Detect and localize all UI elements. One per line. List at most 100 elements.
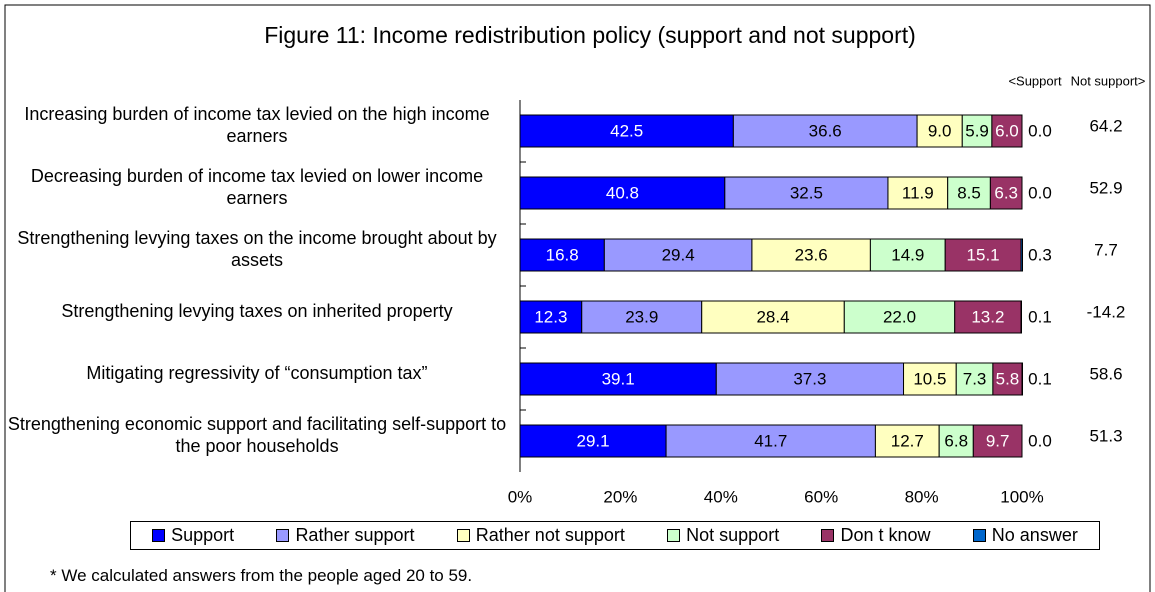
category-label: Decreasing burden of income tax levied o… <box>30 166 484 208</box>
value-label: 11.9 <box>902 183 934 202</box>
legend-label: Not support <box>686 525 780 545</box>
difference-value: 58.6 <box>1089 364 1122 383</box>
bar-segment <box>903 362 957 396</box>
value-label: 6.3 <box>994 183 1018 202</box>
category-label: Increasing burden of income tax levied o… <box>24 104 490 146</box>
value-label: 7.3 <box>963 369 987 388</box>
value-label: 6.0 <box>995 121 1019 140</box>
value-label: 6.8 <box>944 431 968 450</box>
value-label: 10.5 <box>913 369 946 388</box>
value-label: 37.3 <box>793 369 826 388</box>
difference-value: 52.9 <box>1089 178 1122 197</box>
value-label: 29.1 <box>576 431 609 450</box>
value-label: 22.0 <box>883 307 916 326</box>
bar-segment <box>869 238 946 272</box>
legend-label: No answer <box>991 525 1078 545</box>
x-tick-label: 60% <box>804 487 838 506</box>
value-label: 32.5 <box>790 183 823 202</box>
difference-value: 64.2 <box>1089 116 1122 135</box>
difference-header: <Support <box>1008 73 1062 88</box>
value-label: 9.0 <box>928 121 952 140</box>
value-label: 0.0 <box>1028 183 1052 202</box>
difference-value: 7.7 <box>1094 240 1118 259</box>
legend-item: Don t know <box>821 525 931 546</box>
category-label: Strengthening levying taxes on inherited… <box>61 301 453 321</box>
legend-swatch <box>152 529 166 542</box>
legend-label: Rather support <box>295 525 415 545</box>
value-label: 36.6 <box>809 121 842 140</box>
bar-segment <box>955 362 994 396</box>
bar-segment <box>1021 362 1024 396</box>
bar-segment <box>519 114 734 148</box>
value-label: 5.9 <box>965 121 989 140</box>
legend-swatch <box>667 529 681 542</box>
value-label: 8.5 <box>957 183 981 202</box>
value-label: 9.7 <box>986 431 1010 450</box>
value-label: 0.3 <box>1028 245 1052 264</box>
bar-segment <box>519 362 717 396</box>
difference-value: -14.2 <box>1087 302 1126 321</box>
bar-segment <box>961 114 993 148</box>
x-tick-label: 0% <box>508 487 533 506</box>
value-label: 41.7 <box>754 431 787 450</box>
value-label: 14.9 <box>891 245 924 264</box>
bar-segment <box>519 176 726 210</box>
legend-label: Don t know <box>840 525 931 545</box>
legend-item: Rather not support <box>456 525 625 546</box>
x-tick-label: 100% <box>1000 487 1043 506</box>
bar-segment <box>1020 300 1022 334</box>
chart-title: Figure 11: Income redistribution policy … <box>264 22 916 48</box>
x-tick-label: 20% <box>603 487 637 506</box>
value-label: 0.1 <box>1028 369 1052 388</box>
value-label: 0.0 <box>1028 121 1052 140</box>
legend-item: Not support <box>667 525 779 546</box>
value-label: 42.5 <box>610 121 643 140</box>
bar-segment <box>751 238 871 272</box>
category-label: Strengthening economic support and facil… <box>7 414 507 456</box>
legend-swatch <box>821 529 835 542</box>
category-label: Strengthening levying taxes on the incom… <box>17 228 497 270</box>
difference-value: 51.3 <box>1089 426 1122 445</box>
category-label: Mitigating regressivity of “consumption … <box>86 363 428 383</box>
bar-segment <box>947 176 991 210</box>
bar-segment <box>603 238 753 272</box>
bar-segment <box>972 424 1023 458</box>
x-tick-label: 80% <box>905 487 939 506</box>
bar-segment <box>1020 238 1024 272</box>
value-label: 29.4 <box>662 245 695 264</box>
bar-segment <box>874 424 940 458</box>
value-label: 5.8 <box>996 369 1020 388</box>
bar-segment <box>989 176 1023 210</box>
value-label: 12.3 <box>534 307 567 326</box>
legend-label: Support <box>171 525 235 545</box>
bar-segment <box>724 176 889 210</box>
legend-label: Rather not support <box>475 525 625 545</box>
bar-segment <box>519 424 667 458</box>
value-label: 16.8 <box>546 245 579 264</box>
legend-swatch <box>972 529 986 542</box>
bar-segment <box>887 176 949 210</box>
bar-segment <box>581 300 703 334</box>
value-label: 15.1 <box>967 245 1000 264</box>
bar-segment <box>991 114 1023 148</box>
legend-item: No answer <box>972 525 1078 546</box>
value-label: 39.1 <box>602 369 635 388</box>
frame <box>4 4 1151 592</box>
legend-item: Rather support <box>276 525 415 546</box>
value-label: 28.4 <box>756 307 789 326</box>
footnote: * We calculated answers from the people … <box>50 566 473 585</box>
x-tick-label: 40% <box>704 487 738 506</box>
value-label: 40.8 <box>606 183 639 202</box>
value-label: 13.2 <box>971 307 1004 326</box>
bar-segment <box>938 424 974 458</box>
value-label: 12.7 <box>891 431 924 450</box>
value-label: 0.0 <box>1028 431 1052 450</box>
legend-swatch <box>456 529 470 542</box>
value-label: 0.1 <box>1028 307 1052 326</box>
legend-item: Support <box>152 525 234 546</box>
difference-header: Not support> <box>1071 73 1146 88</box>
bar-segment <box>701 300 845 334</box>
legend-swatch <box>276 529 290 542</box>
